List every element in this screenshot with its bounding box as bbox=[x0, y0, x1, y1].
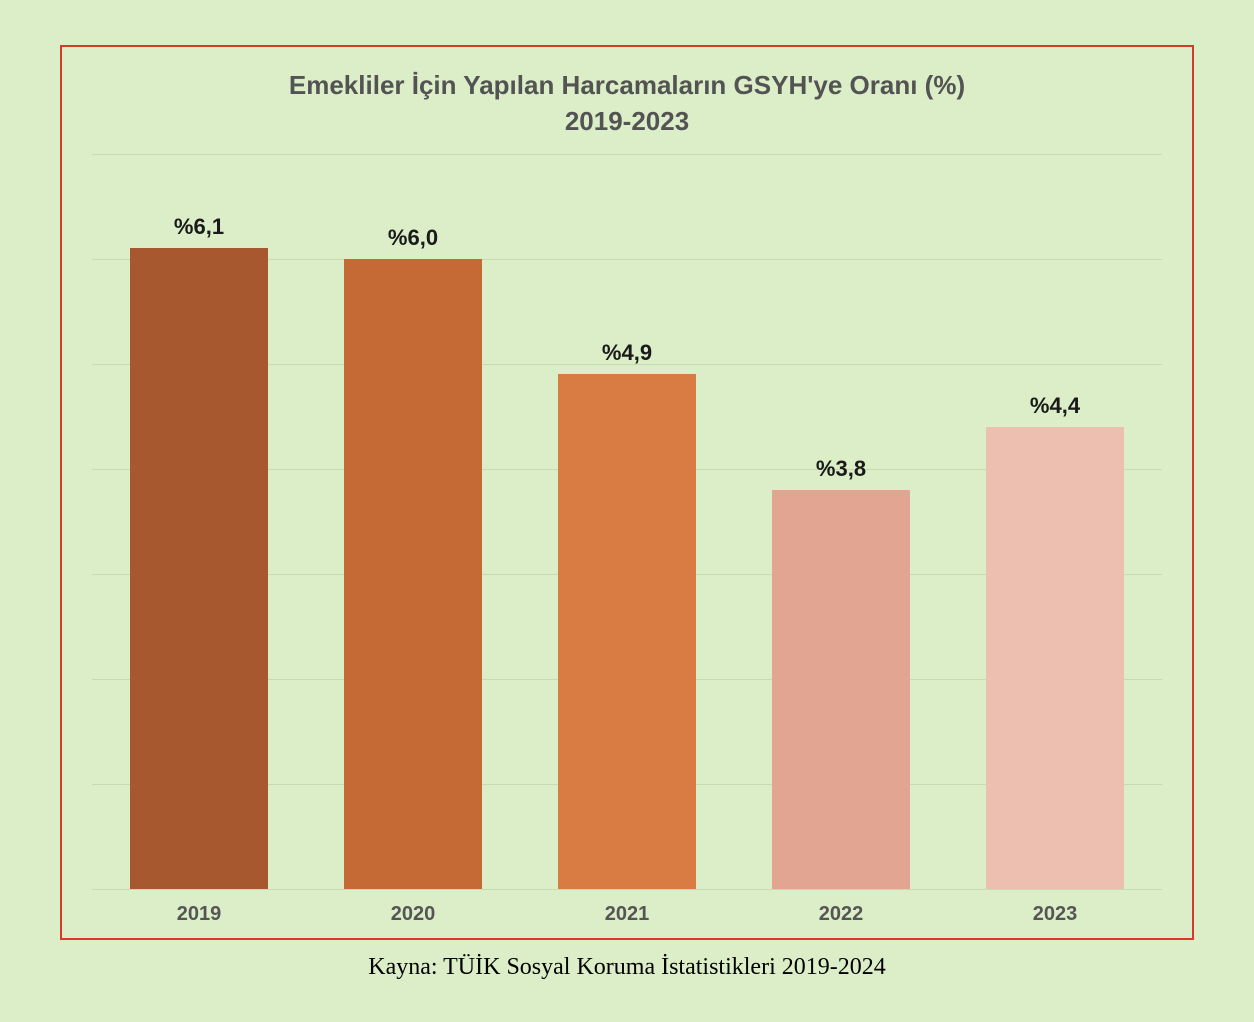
bar-value-label: %6,0 bbox=[388, 225, 438, 251]
bar-slot: %3,8 bbox=[745, 154, 938, 889]
chart-title-line2: 2019-2023 bbox=[565, 106, 689, 136]
bar-value-label: %4,4 bbox=[1030, 393, 1080, 419]
bar-value-label: %3,8 bbox=[816, 456, 866, 482]
gridline bbox=[92, 889, 1162, 890]
x-axis-label: 2021 bbox=[531, 903, 724, 926]
bar-slot: %6,0 bbox=[317, 154, 510, 889]
bar bbox=[130, 248, 269, 889]
bars-container: %6,1 %6,0 %4,9 %3,8 %4,4 bbox=[92, 154, 1162, 889]
chart-title-line1: Emekliler İçin Yapılan Harcamaların GSYH… bbox=[289, 70, 965, 100]
bar bbox=[558, 374, 697, 889]
bar bbox=[986, 427, 1125, 889]
bar bbox=[772, 490, 911, 889]
plot-wrap: %6,1 %6,0 %4,9 %3,8 %4,4 2019 2020 2021 2022 202… bbox=[92, 154, 1162, 926]
bar-slot: %4,9 bbox=[531, 154, 724, 889]
x-axis: 2019 2020 2021 2022 2023 bbox=[92, 889, 1162, 926]
x-axis-label: 2022 bbox=[745, 903, 938, 926]
bar-slot: %4,4 bbox=[959, 154, 1152, 889]
chart-frame: Emekliler İçin Yapılan Harcamaların GSYH… bbox=[60, 45, 1194, 940]
source-text: Kayna: TÜİK Sosyal Koruma İstatistikleri… bbox=[368, 954, 885, 981]
x-axis-label: 2019 bbox=[103, 903, 296, 926]
bar-slot: %6,1 bbox=[103, 154, 296, 889]
plot-area: %6,1 %6,0 %4,9 %3,8 %4,4 bbox=[92, 154, 1162, 889]
x-axis-label: 2023 bbox=[959, 903, 1152, 926]
chart-title: Emekliler İçin Yapılan Harcamaların GSYH… bbox=[92, 67, 1162, 154]
bar bbox=[344, 259, 483, 889]
x-axis-label: 2020 bbox=[317, 903, 510, 926]
bar-value-label: %4,9 bbox=[602, 340, 652, 366]
bar-value-label: %6,1 bbox=[174, 214, 224, 240]
